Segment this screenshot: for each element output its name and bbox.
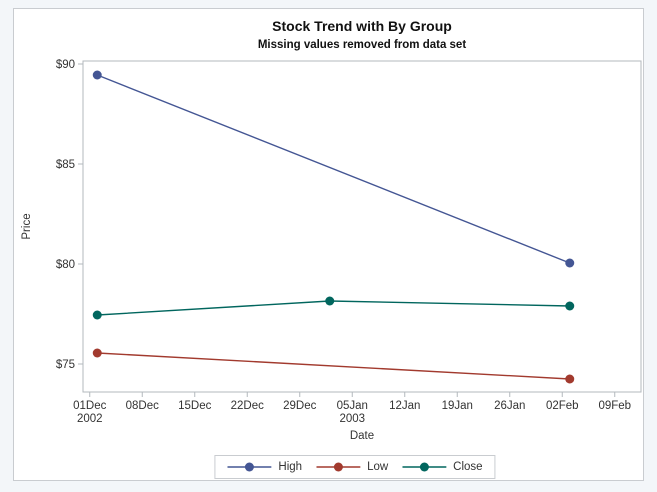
legend: High Low Close	[214, 455, 496, 479]
x-tick-label: 12Jan	[389, 400, 420, 412]
data-point-high	[92, 70, 102, 80]
x-tick-label: 05Jan	[337, 400, 368, 412]
legend-marker-icon	[419, 462, 429, 472]
legend-swatch-close	[402, 462, 447, 472]
x-tick-sublabel: 2002	[77, 413, 103, 425]
x-tick-label: 08Dec	[126, 400, 159, 412]
x-tick-label: 19Jan	[442, 400, 473, 412]
x-tick-label: 01Dec	[73, 400, 106, 412]
legend-label: Close	[453, 461, 483, 473]
plot-wall	[82, 60, 642, 393]
data-point-high	[565, 258, 575, 268]
x-tick-label: 29Dec	[283, 400, 316, 412]
graph-frame: $75 $80 $85 $90 01Dec 2002 08Dec 15Dec 22Dec 29De…	[13, 8, 644, 481]
y-tick-label: $85	[56, 159, 75, 171]
legend-marker-icon	[333, 462, 343, 472]
x-axis-title: Date	[350, 430, 374, 442]
y-tick-label: $80	[56, 259, 75, 271]
legend-label: Low	[367, 461, 389, 473]
x-tick-sublabel: 2003	[339, 413, 365, 425]
legend-marker-icon	[244, 462, 254, 472]
x-tick-label: 15Dec	[178, 400, 211, 412]
legend-item-low: Low	[316, 459, 388, 475]
chart-subtitle: Missing values removed from data set	[257, 39, 467, 51]
legend-label: High	[278, 461, 303, 473]
x-tick-label: 09Feb	[598, 400, 631, 412]
legend-swatch-high	[227, 462, 272, 472]
data-point-low	[565, 374, 575, 384]
chart-title: Stock Trend with By Group	[272, 18, 452, 34]
legend-item-high: High	[227, 459, 302, 475]
y-tick-label: $90	[56, 59, 75, 71]
series-line-high	[96, 74, 571, 264]
data-point-low	[92, 348, 102, 358]
data-point-close	[92, 310, 102, 320]
x-tick-label: 02Feb	[546, 400, 579, 412]
legend-item-close: Close	[402, 459, 483, 475]
legend-swatch-low	[316, 462, 361, 472]
data-point-close	[565, 301, 575, 311]
x-tick-label: 26Jan	[494, 400, 525, 412]
data-point-close	[325, 296, 335, 306]
series-line-low	[97, 352, 570, 380]
x-tick-label: 22Dec	[231, 400, 264, 412]
y-tick-label: $75	[56, 359, 75, 371]
y-axis-title: Price	[21, 213, 33, 239]
